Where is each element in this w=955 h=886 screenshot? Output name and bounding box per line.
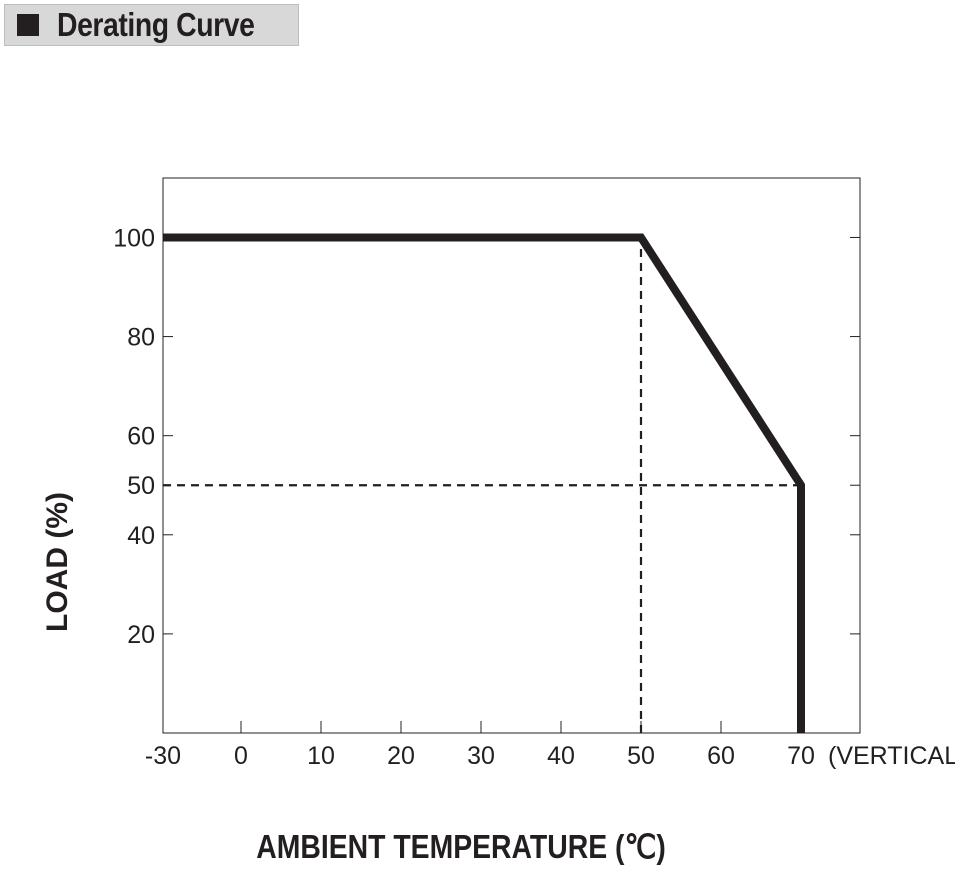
x-tick-label: 20 <box>387 742 415 770</box>
plot-frame <box>162 177 861 734</box>
x-tick-label: 10 <box>307 742 335 770</box>
x-tick-label: -30 <box>145 742 181 770</box>
y-tick-label: 60 <box>127 423 155 451</box>
square-bullet-icon <box>17 14 39 36</box>
chart-title-bar: Derating Curve <box>4 4 299 46</box>
x-tick-label: 0 <box>234 742 248 770</box>
x-tick-label: 40 <box>547 742 575 770</box>
chart-title: Derating Curve <box>57 6 255 43</box>
x-axis-suffix-label: (VERTICAL) <box>828 742 955 770</box>
y-tick-label: 50 <box>127 472 155 500</box>
x-tick-label: 50 <box>627 742 655 770</box>
derating-curve-line <box>163 233 805 733</box>
y-tick-label: 40 <box>127 522 155 550</box>
y-tick-label: 100 <box>113 224 155 252</box>
y-axis-title: LOAD (%) <box>41 492 74 632</box>
x-tick-label: 60 <box>707 742 735 770</box>
x-axis-title: AMBIENT TEMPERATURE (℃) <box>256 828 666 866</box>
y-tick-label: 80 <box>127 324 155 352</box>
x-tick-label: 30 <box>467 742 495 770</box>
x-tick-label: 70 <box>787 742 815 770</box>
y-tick-label: 20 <box>127 621 155 649</box>
